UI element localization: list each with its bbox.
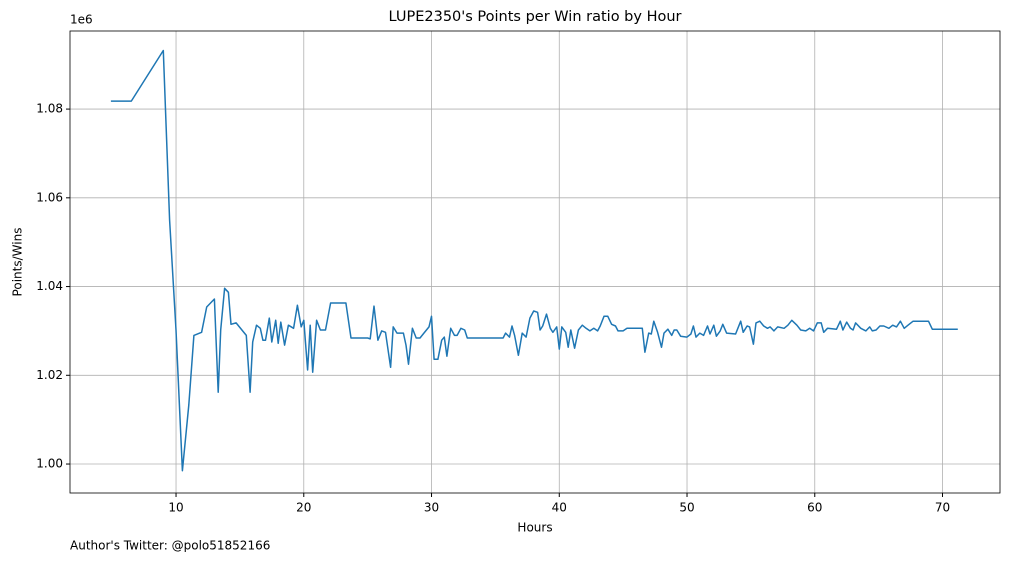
x-tick-label: 70 — [935, 501, 950, 515]
y-axis-label: Points/Wins — [11, 228, 25, 297]
x-tick-label: 10 — [168, 501, 183, 515]
x-tick-label: 40 — [552, 501, 567, 515]
y-tick-label: 1.06 — [36, 190, 63, 204]
x-tick-label: 60 — [807, 501, 822, 515]
x-tick-label: 30 — [424, 501, 439, 515]
y-offset-label: 1e6 — [70, 13, 93, 27]
plot-frame — [69, 30, 1001, 494]
y-tick-label: 1.04 — [36, 279, 63, 293]
data-line — [110, 49, 958, 472]
x-tick-label: 20 — [296, 501, 311, 515]
y-tick-label: 1.00 — [36, 457, 63, 471]
y-tick-label: 1.08 — [36, 102, 63, 116]
y-tick-label: 1.02 — [36, 368, 63, 382]
chart-title: LUPE2350's Points per Win ratio by Hour — [389, 9, 682, 25]
x-axis-label: Hours — [517, 521, 552, 535]
x-tick-label: 50 — [679, 501, 694, 515]
footnote: Author's Twitter: @polo51852166 — [70, 539, 270, 553]
